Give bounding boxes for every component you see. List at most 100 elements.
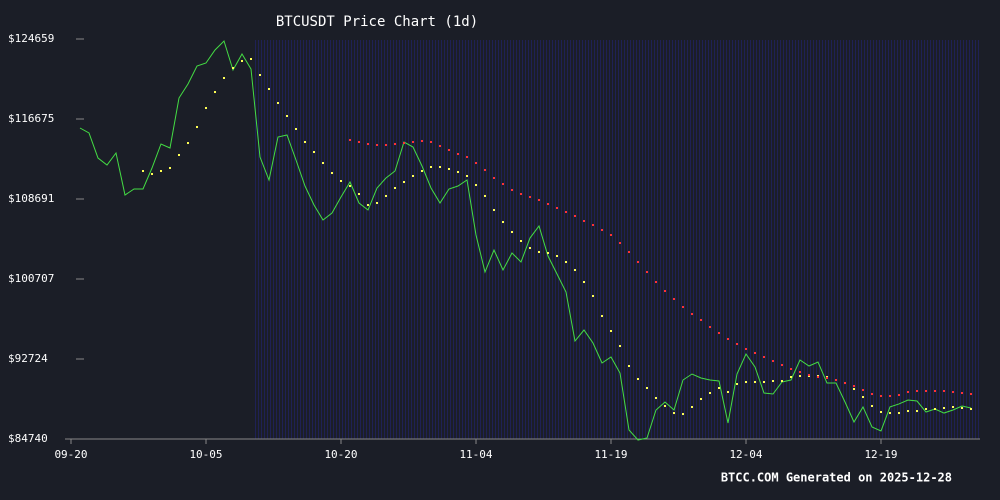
ma-dot	[952, 391, 954, 394]
ma-dot	[448, 168, 450, 171]
ma-dot	[547, 203, 549, 206]
ma-dot	[871, 405, 873, 408]
ma-dot	[826, 377, 828, 380]
ma-dot	[520, 240, 522, 243]
ma-dot	[556, 207, 558, 210]
ma-dot	[466, 174, 468, 177]
ma-dot	[358, 141, 360, 144]
ma-dot	[898, 394, 900, 397]
ma-dot	[637, 261, 639, 264]
y-tick-label: $116675	[8, 112, 54, 125]
ma-dot	[385, 194, 387, 197]
ma-dot	[790, 376, 792, 379]
ma-dot	[691, 406, 693, 409]
ma-dot	[925, 390, 927, 393]
ma-dot	[817, 376, 819, 379]
ma-dot	[583, 281, 585, 284]
ma-dot	[727, 337, 729, 340]
ma-dot	[421, 170, 423, 173]
ma-dot	[655, 397, 657, 400]
chart-title: BTCUSDT Price Chart (1d)	[276, 14, 478, 30]
ma-dot	[754, 352, 756, 355]
ma-dot	[943, 407, 945, 410]
ma-dot	[745, 348, 747, 351]
ma-dot	[682, 306, 684, 309]
ma-dot	[484, 194, 486, 197]
ma-dot	[961, 392, 963, 395]
y-tick-label: $100707	[8, 272, 54, 285]
ma-dot	[214, 91, 216, 94]
ma-dot	[340, 180, 342, 183]
ma-dot	[799, 375, 801, 378]
x-tick-label: 10-20	[324, 448, 357, 461]
x-tick-label: 12-04	[729, 448, 762, 461]
ma-dot	[673, 412, 675, 415]
ma-dot	[736, 382, 738, 385]
ma-dot	[700, 319, 702, 322]
ma-dot	[475, 162, 477, 165]
ma-dot	[682, 413, 684, 416]
ma-dot	[853, 388, 855, 391]
ma-dot	[781, 380, 783, 383]
x-tick-label: 11-04	[459, 448, 492, 461]
ma-dot	[376, 144, 378, 147]
ma-dot	[538, 251, 540, 254]
ma-dot	[583, 220, 585, 223]
ma-dot	[349, 139, 351, 142]
ma-dot	[646, 271, 648, 274]
ma-dot	[763, 356, 765, 359]
ma-dot	[709, 326, 711, 329]
ma-dot	[907, 410, 909, 413]
ma-dot	[700, 398, 702, 401]
ma-dot	[205, 107, 207, 110]
ma-dot	[493, 209, 495, 212]
ma-dot	[385, 144, 387, 147]
ma-dot	[142, 170, 144, 173]
ma-dot	[376, 202, 378, 205]
ma-dot	[673, 298, 675, 301]
ma-dot	[358, 193, 360, 196]
ma-dot	[412, 141, 414, 144]
ma-dot	[934, 390, 936, 393]
ma-dot	[754, 381, 756, 384]
ma-dot	[736, 343, 738, 346]
ma-dot	[628, 251, 630, 254]
ma-dot	[646, 387, 648, 390]
footer: BTCC.COM Generated on 2025-12-28	[721, 471, 952, 485]
x-tick-label: 12-19	[864, 448, 897, 461]
ma-dot	[727, 391, 729, 394]
ma-dot	[511, 231, 513, 234]
ma-dot	[844, 382, 846, 385]
ma-dot	[592, 224, 594, 227]
ma-dot	[439, 165, 441, 168]
ma-dot	[880, 395, 882, 398]
ma-dot	[403, 181, 405, 184]
ma-dot	[619, 242, 621, 245]
ma-dot	[538, 199, 540, 202]
ma-dot	[232, 66, 234, 69]
ma-dot	[628, 365, 630, 368]
ma-dot	[574, 269, 576, 272]
ma-dot	[943, 390, 945, 393]
ma-dot	[160, 170, 162, 173]
x-tick-label: 10-05	[189, 448, 222, 461]
x-tick-label: 11-19	[594, 448, 627, 461]
ma-dot	[880, 411, 882, 414]
ma-dot	[502, 183, 504, 186]
ma-dot	[781, 364, 783, 367]
x-tick-label: 09-20	[54, 448, 87, 461]
ma-dot	[853, 385, 855, 388]
ma-dot	[295, 128, 297, 131]
ma-dot	[475, 184, 477, 187]
ma-dot	[304, 141, 306, 144]
ma-dot	[970, 393, 972, 396]
ma-dot	[835, 379, 837, 382]
ma-dot	[655, 281, 657, 284]
ma-dot	[718, 387, 720, 390]
ma-dot	[457, 171, 459, 174]
ma-dot	[970, 408, 972, 411]
ma-dot	[484, 169, 486, 172]
ma-dot	[556, 255, 558, 258]
ma-dot	[925, 408, 927, 411]
ma-dot	[763, 381, 765, 384]
